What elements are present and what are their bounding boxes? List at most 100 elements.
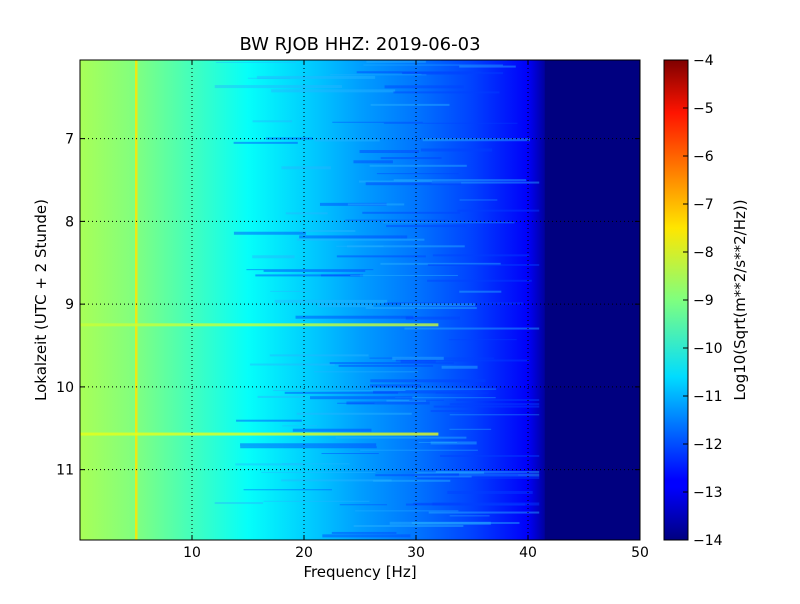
texture-streak: [457, 209, 540, 212]
texture-streak: [449, 414, 540, 416]
x-axis-ticks: 10 20 30 40 50: [183, 60, 649, 561]
texture-streak: [296, 412, 412, 415]
texture-streak: [281, 463, 350, 465]
texture-streak: [402, 72, 504, 75]
texture-streak: [420, 148, 493, 152]
texture-streak: [432, 502, 540, 506]
texture-streak: [365, 307, 477, 310]
x-axis-label: Frequency [Hz]: [303, 563, 416, 581]
broadband-burst: [80, 323, 439, 327]
texture-streak: [331, 531, 397, 534]
texture-streak: [369, 357, 495, 359]
texture-streak: [422, 138, 531, 142]
texture-streak: [405, 503, 526, 506]
texture-streak: [400, 303, 476, 307]
x-tick-label: 20: [295, 545, 313, 561]
texture-streak: [281, 166, 331, 170]
texture-streak: [384, 302, 524, 305]
streak-layer: [214, 60, 540, 538]
texture-streak: [269, 354, 369, 357]
texture-streak: [427, 263, 540, 266]
texture-streak: [393, 179, 527, 182]
texture-streak: [243, 489, 332, 491]
texture-streak: [430, 441, 477, 445]
texture-streak: [350, 274, 458, 276]
texture-streak: [386, 225, 467, 228]
texture-streak: [270, 290, 311, 292]
texture-streak: [459, 290, 502, 293]
texture-streak: [214, 85, 343, 89]
texture-streak: [330, 74, 427, 76]
texture-streak: [356, 71, 482, 74]
texture-streak: [382, 222, 515, 224]
texture-streak: [448, 339, 517, 341]
texture-streak: [332, 121, 423, 123]
colorbar-tick-label: −14: [693, 533, 723, 549]
colorbar-tick-label: −12: [693, 437, 723, 453]
feature-layer: [80, 60, 640, 540]
texture-streak: [263, 500, 370, 502]
y-tick-label: 10: [56, 380, 74, 396]
texture-streak: [282, 425, 318, 427]
texture-streak: [271, 89, 396, 93]
texture-streak: [285, 212, 328, 215]
texture-streak: [441, 365, 478, 369]
texture-streak: [336, 245, 384, 247]
texture-streak: [265, 137, 313, 140]
texture-streak: [236, 419, 302, 422]
texture-streak: [274, 299, 388, 303]
texture-streak: [371, 388, 497, 390]
plot-frame: [79, 59, 641, 541]
colorbar-ticks: −4 −5 −6 −7 −8 −9 −10 −11 −12 −13 −14: [683, 53, 723, 549]
texture-streak: [373, 390, 472, 394]
texture-streak: [347, 245, 465, 248]
texture-streak: [240, 446, 377, 449]
texture-streak: [433, 405, 540, 408]
colorbar-tick-label: −6: [693, 149, 714, 165]
texture-streak: [366, 60, 426, 63]
texture-streak: [310, 396, 413, 400]
texture-streak: [431, 181, 540, 184]
texture-streak: [320, 274, 360, 277]
texture-streak: [255, 274, 364, 277]
texture-streak: [365, 182, 462, 186]
x-tick-label: 30: [407, 545, 425, 561]
texture-streak: [319, 202, 387, 206]
texture-streak: [353, 160, 393, 164]
texture-streak: [249, 363, 335, 366]
texture-streak: [373, 479, 451, 482]
texture-streak: [240, 443, 377, 447]
texture-streak: [284, 391, 399, 394]
texture-streak: [359, 180, 432, 183]
texture-streak: [392, 356, 444, 360]
colorbar-tick-label: −8: [693, 245, 714, 261]
texture-streak: [441, 60, 508, 62]
texture-streak: [346, 401, 430, 405]
texture-streak: [447, 490, 533, 494]
texture-streak: [459, 65, 516, 68]
grid-lines: [80, 60, 640, 540]
texture-streak: [263, 269, 366, 272]
texture-streak: [416, 476, 540, 480]
texture-streak: [363, 64, 504, 66]
y-tick-label: 8: [65, 214, 74, 230]
texture-streak: [389, 521, 491, 525]
texture-streak: [246, 269, 374, 271]
texture-streak: [347, 203, 405, 206]
texture-streak: [355, 510, 459, 512]
colorbar-label: Log10(Sqrt(m**2/s**2/Hz)): [731, 199, 749, 400]
texture-streak: [456, 399, 540, 402]
texture-streak: [353, 524, 464, 527]
texture-streak: [380, 157, 442, 160]
colorbar-tick-label: −4: [693, 53, 714, 69]
texture-streak: [322, 534, 411, 538]
texture-streak: [256, 75, 376, 79]
texture-streak: [413, 502, 461, 505]
texture-streak: [329, 362, 454, 365]
texture-streak: [428, 511, 540, 514]
texture-streak: [376, 173, 459, 175]
texture-streak: [360, 449, 478, 451]
noise-floor-region: [544, 60, 640, 540]
texture-streak: [435, 470, 540, 473]
texture-streak: [414, 475, 472, 478]
